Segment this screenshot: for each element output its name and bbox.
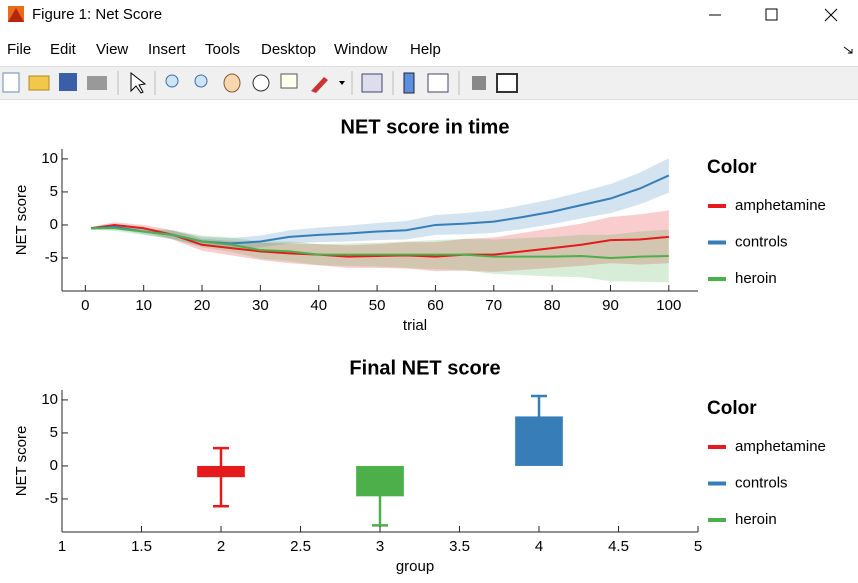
toolbar-icons [2, 71, 518, 95]
x-tick-label: 4 [535, 538, 543, 555]
y-tick-label: 5 [50, 424, 58, 441]
new-icon[interactable] [2, 72, 20, 93]
y-tick-label: 10 [41, 391, 58, 408]
menu-item[interactable]: File [7, 41, 32, 58]
legend-entry: controls [735, 474, 788, 491]
rotate-icon[interactable] [252, 74, 270, 92]
x-tick-label: 1.5 [131, 538, 152, 555]
menu-item[interactable]: Insert [148, 41, 186, 58]
app-icon-shape [8, 8, 24, 22]
x-tick-label: 20 [194, 297, 211, 314]
legend-entry: amphetamine [735, 197, 826, 214]
menu-item[interactable]: Tools [205, 41, 241, 58]
legend-entry: controls [735, 233, 788, 250]
x-tick-label: 30 [252, 297, 269, 314]
x-tick-label: 5 [694, 538, 702, 555]
x-tick-label: 60 [427, 297, 444, 314]
link-icon[interactable] [361, 73, 383, 93]
legend-entry: heroin [735, 270, 777, 287]
x-tick-label: 3.5 [449, 538, 470, 555]
colorbar-icon[interactable] [403, 72, 415, 94]
bar [197, 465, 245, 478]
toolbar [0, 66, 858, 100]
series-line [91, 227, 669, 259]
menu-item[interactable]: Window [334, 41, 388, 58]
x-tick-label: 4.5 [608, 538, 629, 555]
window-title: Figure 1: Net Score [32, 6, 162, 23]
series-line [91, 223, 669, 258]
x-tick-label: 70 [485, 297, 502, 314]
y-tick-label: 0 [50, 457, 58, 474]
menu-item[interactable]: Desktop [261, 41, 317, 58]
error-bar [213, 446, 229, 508]
maximize-button[interactable] [765, 8, 778, 21]
y-axis-label: NET score [13, 185, 30, 256]
x-tick-label: 90 [602, 297, 619, 314]
x-tick-label: 40 [310, 297, 327, 314]
x-tick-label: 10 [135, 297, 152, 314]
title-bar-icons: Figure 1: Net Score [8, 6, 838, 23]
pointer-icon[interactable] [130, 71, 147, 94]
save-icon[interactable] [59, 73, 77, 91]
chart-title: Final NET score [349, 357, 500, 379]
legend-title: Color [707, 157, 757, 178]
x-tick-label: 2 [217, 538, 225, 555]
menu-item[interactable]: Edit [50, 41, 76, 58]
hide-tools-icon[interactable] [472, 76, 486, 90]
bar [515, 416, 563, 466]
x-tick-label: 3 [376, 538, 384, 555]
y-tick-label: 5 [50, 183, 58, 200]
x-tick-label: 100 [656, 297, 681, 314]
brush-dropdown[interactable] [339, 81, 345, 85]
y-tick-label: -5 [45, 249, 58, 266]
legend-title: Color [707, 398, 757, 419]
menu-item[interactable]: View [96, 41, 129, 58]
bar [356, 465, 404, 497]
x-tick-label: 0 [81, 297, 89, 314]
legend-entry: amphetamine [735, 438, 826, 455]
dock-icon[interactable] [496, 73, 518, 93]
menu-item[interactable]: Help [410, 41, 441, 58]
x-tick-label: 1 [58, 538, 66, 555]
y-tick-label: -5 [45, 490, 58, 507]
menu-bar: File Edit View Insert Tools Desktop Window Help [0, 37, 858, 63]
confidence-band [91, 158, 669, 249]
open-icon[interactable] [28, 75, 50, 91]
y-tick-label: 10 [41, 150, 58, 167]
y-tick-label: 0 [50, 216, 58, 233]
x-tick-label: 50 [369, 297, 386, 314]
pan-icon[interactable] [223, 73, 241, 93]
y-axis-label: NET score [13, 426, 30, 497]
legend-entry: heroin [735, 511, 777, 528]
x-axis-label: group [396, 558, 434, 575]
datatip-icon[interactable] [280, 73, 298, 89]
legend-icon[interactable] [427, 73, 449, 93]
dock-arrow[interactable] [840, 41, 858, 61]
zoom-out-icon[interactable] [194, 74, 208, 88]
close-button[interactable] [824, 8, 838, 22]
x-tick-label: 2.5 [290, 538, 311, 555]
chart-title: NET score in time [341, 116, 510, 138]
brush-icon[interactable] [311, 77, 328, 93]
print-icon[interactable] [87, 76, 107, 90]
x-axis-label: trial [403, 317, 427, 334]
x-tick-label: 80 [544, 297, 561, 314]
zoom-in-icon[interactable] [165, 74, 179, 88]
title-bar: Figure 1: Net Score [0, 0, 858, 30]
